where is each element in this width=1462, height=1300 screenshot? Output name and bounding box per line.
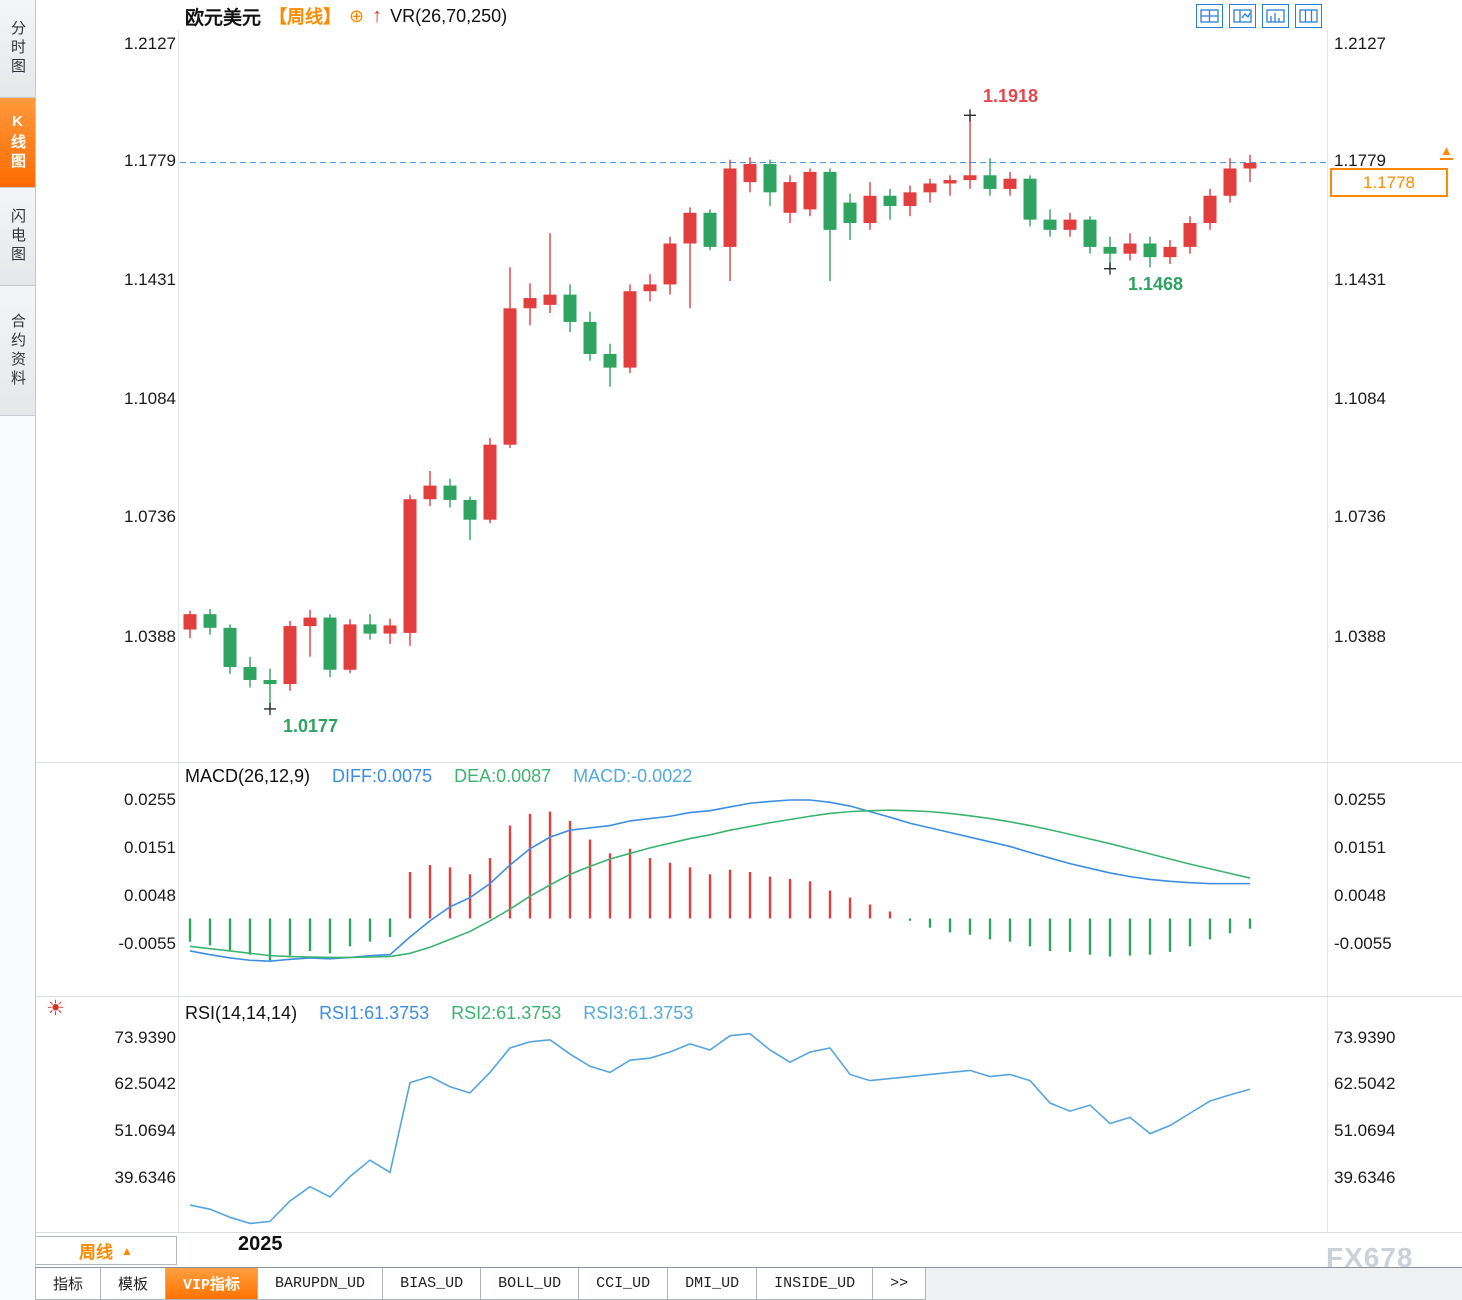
- up-arrow-icon: ↑: [372, 4, 383, 27]
- four-pane-grid-icon[interactable]: [1196, 4, 1223, 28]
- layout-icon-group: [1196, 4, 1322, 28]
- price-tick-left: 1.1084: [124, 389, 176, 408]
- main-candlestick-chart[interactable]: [180, 30, 1326, 762]
- macd-dea-value: DEA:0.0087: [454, 766, 552, 786]
- chart-header: 欧元美元 【周线】 ⊕ ↑ VR(26,70,250): [185, 2, 507, 30]
- macd-chart[interactable]: [180, 790, 1326, 990]
- panel-divider-3: [35, 1232, 1462, 1233]
- macd-header: MACD(26,12,9) DIFF:0.0075 DEA:0.0087 MAC…: [185, 766, 692, 787]
- tab-more[interactable]: >>: [873, 1268, 927, 1300]
- panel-divider-1: [35, 762, 1462, 763]
- rsi-header: RSI(14,14,14) RSI1:61.3753 RSI2:61.3753 …: [185, 1003, 693, 1024]
- macd-macd-value: MACD:-0.0022: [573, 766, 693, 786]
- rsi1-value: RSI1:61.3753: [319, 1003, 430, 1023]
- price-tick-right: 1.2127: [1334, 34, 1386, 53]
- tab-vip-indicators[interactable]: VIP指标: [166, 1268, 259, 1300]
- macd-tick-right: 0.0255: [1334, 790, 1386, 809]
- price-marker-icon: ▲: [1440, 143, 1453, 160]
- price-tick-right: 1.0736: [1334, 507, 1386, 526]
- add-indicator-icon[interactable]: ⊕: [349, 5, 365, 26]
- macd-title[interactable]: MACD(26,12,9): [185, 766, 311, 786]
- rsi-tick-right: 62.5042: [1334, 1074, 1396, 1093]
- rsi-tick-left: 62.5042: [114, 1074, 176, 1093]
- sidebar-tab-timeshare-chart[interactable]: 分时图: [0, 0, 35, 98]
- rsi-tick-right: 73.9390: [1334, 1028, 1396, 1047]
- timeframe-label: 周线: [79, 1243, 114, 1262]
- price-tick-right: 1.1084: [1334, 389, 1386, 408]
- macd-diff-value: DIFF:0.0075: [332, 766, 433, 786]
- macd-tick-right: 0.0048: [1334, 886, 1386, 905]
- left-sidebar: 分时图 K线图 闪电图 合约资料: [0, 0, 36, 1300]
- bar-pane-layout-icon[interactable]: [1262, 4, 1289, 28]
- x-axis-year-label: 2025: [238, 1233, 283, 1255]
- timeframe-selector[interactable]: 周线 ▲: [35, 1236, 177, 1265]
- tab-dmi-ud[interactable]: DMI_UD: [668, 1268, 758, 1300]
- low-price-annotation: 1.0177: [283, 716, 339, 736]
- panel-divider-2: [35, 996, 1462, 997]
- macd-tick-left: 0.0255: [124, 790, 176, 809]
- rsi-tick-left: 39.6346: [114, 1168, 176, 1187]
- macd-tick-left: -0.0055: [118, 934, 176, 953]
- bottom-tab-bar: 指标 模板 VIP指标 BARUPDN_UD BIAS_UD BOLL_UD C…: [35, 1267, 1462, 1300]
- rsi3-value: RSI3:61.3753: [583, 1003, 694, 1023]
- rsi-tick-left: 51.0694: [114, 1121, 176, 1140]
- multi-column-layout-icon[interactable]: [1295, 4, 1322, 28]
- price-tick-right: 1.1779: [1334, 151, 1386, 170]
- tab-boll-ud[interactable]: BOLL_UD: [481, 1268, 580, 1300]
- price-tick-left: 1.1431: [124, 270, 176, 289]
- timeframe-arrow-icon: ▲: [121, 1243, 133, 1258]
- axis-divider-left: [178, 30, 179, 1232]
- rsi-tick-left: 73.9390: [114, 1028, 176, 1047]
- sidebar-tab-kline-chart[interactable]: K线图: [0, 98, 35, 188]
- tab-cci-ud[interactable]: CCI_UD: [579, 1268, 669, 1300]
- price-tick-left: 1.1779: [124, 151, 176, 170]
- tab-templates[interactable]: 模板: [101, 1268, 167, 1300]
- rsi-chart[interactable]: [180, 1018, 1326, 1232]
- sidebar-tab-contract-info[interactable]: 合约资料: [0, 286, 35, 416]
- sidebar-tab-lightning-chart[interactable]: 闪电图: [0, 188, 35, 286]
- high-price-annotation: 1.1918: [983, 86, 1039, 106]
- current-price-box[interactable]: 1.1778: [1330, 168, 1448, 197]
- two-pane-layout-icon[interactable]: [1229, 4, 1256, 28]
- tab-indicators[interactable]: 指标: [35, 1268, 102, 1300]
- tab-bias-ud[interactable]: BIAS_UD: [383, 1268, 482, 1300]
- axis-divider-right: [1327, 30, 1328, 1232]
- rsi2-value: RSI2:61.3753: [451, 1003, 562, 1023]
- rsi-title[interactable]: RSI(14,14,14): [185, 1003, 298, 1023]
- price-tick-left: 1.0388: [124, 627, 176, 646]
- macd-tick-left: 0.0151: [124, 838, 176, 857]
- symbol-title: 欧元美元: [185, 7, 262, 29]
- rsi-tick-right: 39.6346: [1334, 1168, 1396, 1187]
- period-tag[interactable]: 【周线】: [269, 7, 342, 27]
- macd-tick-right: 0.0151: [1334, 838, 1386, 857]
- price-tick-right: 1.0388: [1334, 627, 1386, 646]
- price-tick-left: 1.2127: [124, 34, 176, 53]
- macd-tick-left: 0.0048: [124, 886, 176, 905]
- price-tick-right: 1.1431: [1334, 270, 1386, 289]
- tab-inside-ud[interactable]: INSIDE_UD: [757, 1268, 874, 1300]
- tab-barupdn-ud[interactable]: BARUPDN_UD: [258, 1268, 384, 1300]
- swing-low-annotation: 1.1468: [1128, 274, 1184, 294]
- macd-tick-right: -0.0055: [1334, 934, 1392, 953]
- rsi-tick-right: 51.0694: [1334, 1121, 1396, 1140]
- rsi-settings-icon[interactable]: ☀: [46, 997, 65, 1020]
- price-tick-left: 1.0736: [124, 507, 176, 526]
- overlay-indicator-label[interactable]: VR(26,70,250): [390, 5, 508, 26]
